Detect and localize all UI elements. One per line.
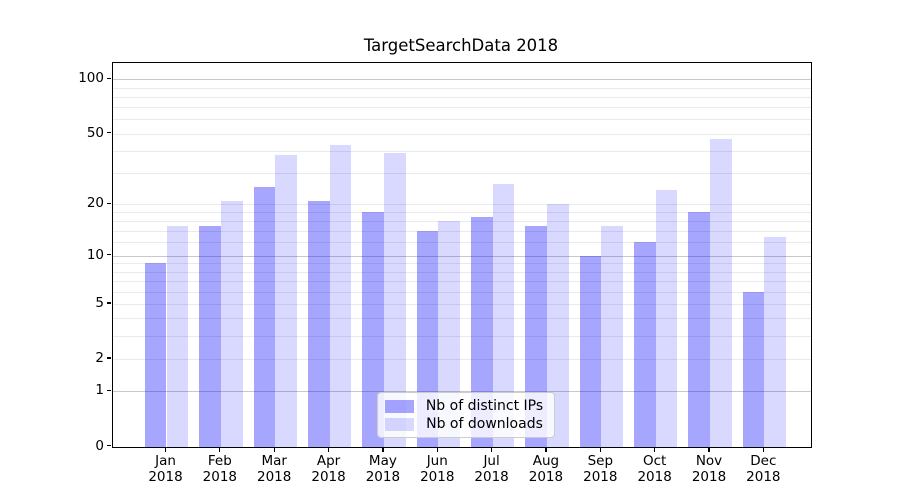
gridline-minor [113, 221, 811, 223]
gridline-minor [113, 303, 811, 305]
bar-distinct-ips [688, 212, 710, 447]
y-tick-label: 20 [86, 195, 104, 212]
y-tick-label: 50 [86, 124, 104, 141]
x-tick-label: Mar 2018 [257, 452, 292, 486]
x-tick-label: Dec 2018 [746, 452, 781, 486]
x-tick-label: Feb 2018 [202, 452, 238, 486]
bar-distinct-ips [470, 216, 493, 447]
x-tick-mark [708, 447, 710, 452]
bar-downloads [220, 200, 243, 447]
gridline-minor [113, 318, 811, 320]
bar-downloads [166, 225, 189, 447]
y-tick-mark [107, 132, 111, 134]
bar-distinct-ips [144, 263, 167, 447]
gridline-major [113, 391, 811, 393]
y-tick-label: 2 [95, 350, 104, 367]
bar-distinct-ips [742, 291, 765, 447]
bar-distinct-ips [633, 242, 656, 447]
plot-area: Nb of distinct IPs Nb of downloads [112, 62, 812, 448]
bar-distinct-ips [362, 212, 384, 447]
x-tick-label: Sep 2018 [583, 452, 618, 486]
x-tick-label: Nov 2018 [691, 452, 727, 486]
legend: Nb of distinct IPs Nb of downloads [377, 392, 555, 438]
x-tick-label: May 2018 [365, 452, 401, 486]
y-tick-mark [107, 202, 111, 204]
x-tick-label: Jan 2018 [148, 452, 183, 486]
bar-distinct-ips [579, 255, 602, 447]
bar-distinct-ips [253, 187, 276, 447]
bar-downloads [275, 155, 297, 447]
gridline-minor [113, 212, 811, 214]
gridline-minor [113, 204, 811, 206]
gridline-minor [113, 107, 811, 109]
gridline-minor [113, 359, 811, 361]
y-tick-label: 10 [86, 246, 104, 263]
x-tick-label: Oct 2018 [637, 452, 672, 486]
x-tick-mark [599, 447, 601, 452]
x-tick-label: Jun 2018 [420, 452, 455, 486]
y-tick-mark [107, 302, 111, 304]
y-tick-mark [107, 77, 111, 79]
gridline-minor [113, 96, 811, 98]
gridline-minor [113, 119, 811, 121]
bar-downloads [655, 190, 678, 447]
y-tick-mark [107, 444, 111, 447]
bar-distinct-ips [307, 200, 330, 447]
y-tick-label: 100 [78, 70, 104, 87]
gridline-minor [113, 271, 811, 273]
gridline-minor [113, 281, 811, 283]
bar-downloads [710, 138, 732, 447]
x-tick-label: Jul 2018 [474, 452, 509, 486]
legend-item: Nb of downloads [385, 415, 546, 433]
legend-swatch-downloads [385, 417, 414, 431]
y-tick-label: 5 [95, 294, 104, 311]
x-tick-mark [219, 447, 221, 452]
y-tick-mark [107, 389, 111, 391]
bar-downloads [546, 204, 569, 447]
y-tick-mark [107, 357, 111, 359]
x-tick-mark [654, 447, 656, 452]
x-tick-mark [273, 447, 275, 452]
x-tick-mark [545, 447, 547, 452]
gridline-major [113, 255, 811, 257]
gridline-minor [113, 231, 811, 233]
y-tick-label: 1 [95, 382, 104, 399]
bar-downloads [764, 236, 787, 447]
gridline-minor [113, 173, 811, 175]
gridline-minor [113, 87, 811, 89]
gridline-minor [113, 151, 811, 153]
gridline-minor [113, 291, 811, 293]
x-tick-mark [164, 447, 167, 452]
gridline-major [113, 79, 811, 81]
y-tick-label: 0 [95, 437, 104, 454]
bar-downloads [329, 145, 352, 447]
x-tick-mark [382, 447, 384, 452]
bar-downloads [492, 184, 515, 447]
legend-item: Nb of distinct IPs [385, 397, 546, 415]
y-tick-mark [107, 254, 111, 256]
gridline-minor [113, 133, 811, 135]
legend-swatch-distinct-ips [385, 399, 414, 413]
x-tick-mark [490, 447, 493, 452]
x-tick-label: Apr 2018 [311, 452, 346, 486]
gridline-minor [113, 242, 811, 244]
chart-title: TargetSearchData 2018 [363, 36, 559, 55]
bar-downloads [383, 153, 406, 447]
bar-downloads [438, 221, 460, 447]
bar-downloads [601, 225, 623, 447]
bar-distinct-ips [525, 225, 547, 447]
bar-distinct-ips [199, 225, 221, 447]
x-tick-mark [762, 447, 764, 452]
gridline-minor [113, 336, 811, 338]
legend-label-downloads: Nb of downloads [426, 416, 543, 432]
x-tick-mark [436, 447, 438, 452]
x-tick-mark [327, 447, 330, 452]
x-tick-label: Aug 2018 [528, 452, 564, 486]
gridline-minor [113, 263, 811, 265]
legend-label-distinct-ips: Nb of distinct IPs [425, 398, 544, 414]
